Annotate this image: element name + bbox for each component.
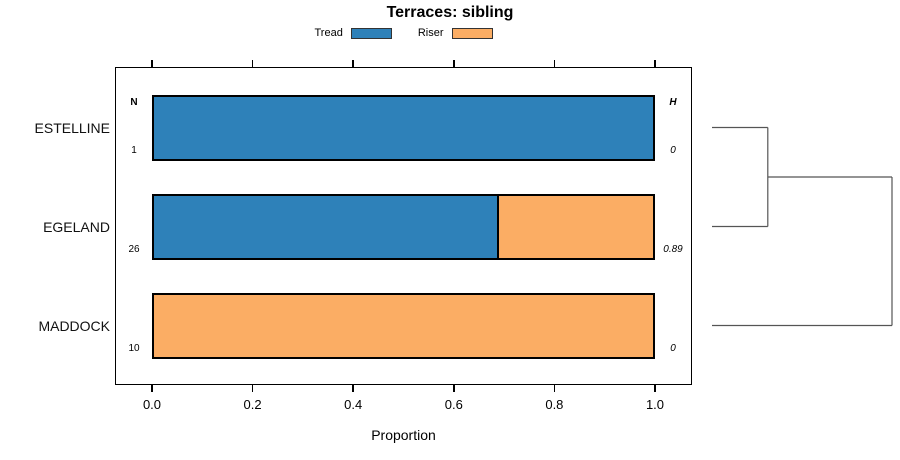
legend-label-tread: Tread <box>314 27 343 39</box>
x-axis-tick-top <box>453 60 455 67</box>
x-axis-tick-label: 0.6 <box>444 397 463 412</box>
x-axis-tick-top <box>352 60 354 67</box>
chart-title: Terraces: sibling <box>386 4 514 21</box>
bar-h-value: 0.89 <box>663 244 683 255</box>
x-axis-tick-label: 0.0 <box>142 397 162 412</box>
bar-h-value: 0 <box>670 343 676 354</box>
bar-n-value: 10 <box>128 343 140 354</box>
bar-n-value: 1 <box>131 145 137 156</box>
x-axis-tick-bottom <box>352 385 354 392</box>
legend: Tread Riser <box>115 26 692 40</box>
x-axis-tick-bottom <box>553 385 556 392</box>
n-column-header: N <box>130 97 138 108</box>
bar <box>152 293 655 359</box>
legend-swatch-tread-icon <box>350 27 392 39</box>
h-column-header: H <box>669 97 677 108</box>
bar <box>152 95 655 161</box>
x-axis-tick-bottom <box>654 385 656 392</box>
x-axis-tick-bottom <box>453 385 455 392</box>
x-axis-tick-bottom <box>251 385 254 392</box>
x-axis-tick-top <box>654 60 656 67</box>
bar <box>152 194 655 260</box>
row-label: MADDOCK <box>38 317 110 334</box>
row-label: ESTELLINE <box>34 119 110 136</box>
x-axis-tick-bottom <box>151 385 153 392</box>
legend-item-tread: Tread <box>315 27 392 39</box>
bar-segment-tread <box>154 97 653 159</box>
legend-swatch-riser-icon <box>451 27 493 39</box>
x-axis-tick-label: 0.8 <box>545 397 564 412</box>
x-axis-title: Proportion <box>371 427 436 443</box>
legend-label-riser: Riser <box>417 27 444 39</box>
bar-n-value: 26 <box>128 244 140 255</box>
bar-h-value: 0 <box>670 145 676 156</box>
x-axis-tick-label: 0.4 <box>344 397 363 412</box>
x-axis-tick-top <box>151 60 153 67</box>
legend-item-riser: Riser <box>418 27 493 39</box>
x-axis-tick-top <box>553 60 556 67</box>
bar-segment-tread <box>154 196 499 258</box>
row-label: EGELAND <box>43 218 110 235</box>
x-axis-tick-label: 0.2 <box>243 397 262 412</box>
bar-segment-riser <box>498 196 653 258</box>
x-axis-tick-label: 1.0 <box>645 397 665 412</box>
x-axis-tick-top <box>251 60 254 67</box>
bar-segment-riser <box>154 295 653 357</box>
